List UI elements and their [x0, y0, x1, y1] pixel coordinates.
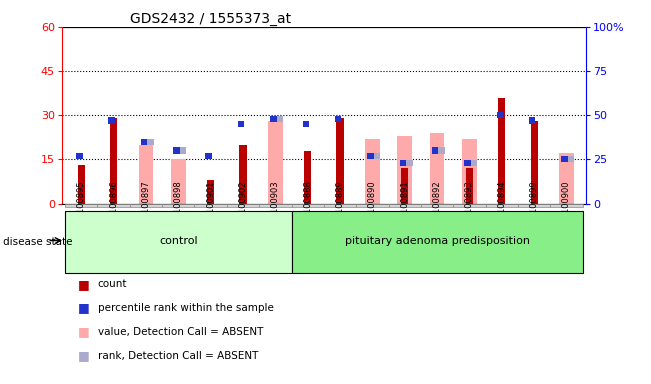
- Bar: [173, 147, 180, 154]
- Bar: [259, 204, 292, 207]
- Bar: [162, 204, 195, 207]
- Text: ■: ■: [78, 349, 90, 362]
- Text: GSM100903: GSM100903: [271, 180, 280, 231]
- Bar: [130, 204, 162, 207]
- Text: disease state: disease state: [3, 237, 73, 247]
- Text: percentile rank within the sample: percentile rank within the sample: [98, 303, 273, 313]
- Bar: [389, 204, 421, 207]
- Bar: [498, 98, 505, 204]
- Text: value, Detection Call = ABSENT: value, Detection Call = ABSENT: [98, 327, 263, 337]
- Bar: [337, 118, 344, 204]
- Bar: [518, 204, 550, 207]
- Bar: [462, 139, 477, 204]
- Bar: [139, 145, 153, 204]
- Bar: [268, 121, 283, 204]
- Text: GSM100888: GSM100888: [303, 180, 312, 231]
- Bar: [76, 153, 83, 159]
- Bar: [497, 112, 503, 118]
- Bar: [406, 160, 413, 166]
- Bar: [356, 204, 389, 207]
- Text: rank, Detection Call = ABSENT: rank, Detection Call = ABSENT: [98, 351, 258, 361]
- Text: GDS2432 / 1555373_at: GDS2432 / 1555373_at: [130, 12, 291, 26]
- Text: GSM100893: GSM100893: [465, 180, 474, 231]
- Bar: [374, 153, 380, 159]
- Bar: [77, 165, 85, 204]
- Bar: [240, 145, 247, 204]
- Text: GSM100892: GSM100892: [433, 180, 441, 231]
- Bar: [270, 116, 277, 122]
- Text: GSM100894: GSM100894: [497, 180, 506, 231]
- Bar: [65, 211, 292, 273]
- Bar: [277, 116, 283, 122]
- Bar: [292, 211, 583, 273]
- Bar: [238, 121, 244, 127]
- Bar: [324, 204, 356, 207]
- Bar: [529, 118, 535, 124]
- Bar: [438, 147, 445, 154]
- Bar: [304, 151, 311, 204]
- Bar: [141, 139, 147, 145]
- Text: GSM100899: GSM100899: [530, 180, 538, 231]
- Bar: [367, 153, 374, 159]
- Bar: [486, 204, 518, 207]
- Text: control: control: [159, 235, 198, 245]
- Text: GSM100897: GSM100897: [141, 180, 150, 231]
- Bar: [335, 116, 341, 122]
- Bar: [110, 118, 117, 204]
- Bar: [559, 154, 574, 204]
- Text: ■: ■: [78, 278, 90, 291]
- Bar: [207, 180, 214, 204]
- Bar: [550, 204, 583, 207]
- Bar: [171, 159, 186, 204]
- Text: count: count: [98, 279, 127, 289]
- Text: GSM100900: GSM100900: [562, 180, 571, 231]
- Bar: [432, 147, 438, 154]
- Text: ■: ■: [78, 301, 90, 314]
- Text: GSM100896: GSM100896: [109, 180, 118, 231]
- Text: ■: ■: [78, 325, 90, 338]
- Bar: [292, 204, 324, 207]
- Bar: [98, 204, 130, 207]
- Bar: [561, 156, 568, 162]
- Bar: [531, 121, 538, 204]
- Text: GSM100901: GSM100901: [206, 180, 215, 231]
- Bar: [109, 118, 115, 124]
- Bar: [206, 153, 212, 159]
- Bar: [400, 160, 406, 166]
- Text: GSM100890: GSM100890: [368, 180, 377, 231]
- Bar: [398, 136, 412, 204]
- Bar: [471, 160, 477, 166]
- Text: GSM100889: GSM100889: [335, 180, 344, 231]
- Bar: [430, 133, 445, 204]
- Bar: [421, 204, 453, 207]
- Bar: [365, 139, 380, 204]
- Text: GSM100891: GSM100891: [400, 180, 409, 231]
- Bar: [180, 147, 186, 154]
- Bar: [303, 121, 309, 127]
- Bar: [65, 204, 98, 207]
- Bar: [401, 168, 408, 204]
- Bar: [466, 168, 473, 204]
- Bar: [453, 204, 486, 207]
- Bar: [195, 204, 227, 207]
- Text: pituitary adenoma predisposition: pituitary adenoma predisposition: [344, 235, 530, 245]
- Text: GSM100898: GSM100898: [174, 180, 183, 231]
- Bar: [464, 160, 471, 166]
- Bar: [568, 156, 574, 162]
- Text: GSM100902: GSM100902: [238, 180, 247, 231]
- Bar: [227, 204, 259, 207]
- Bar: [147, 139, 154, 145]
- Text: GSM100895: GSM100895: [77, 180, 86, 231]
